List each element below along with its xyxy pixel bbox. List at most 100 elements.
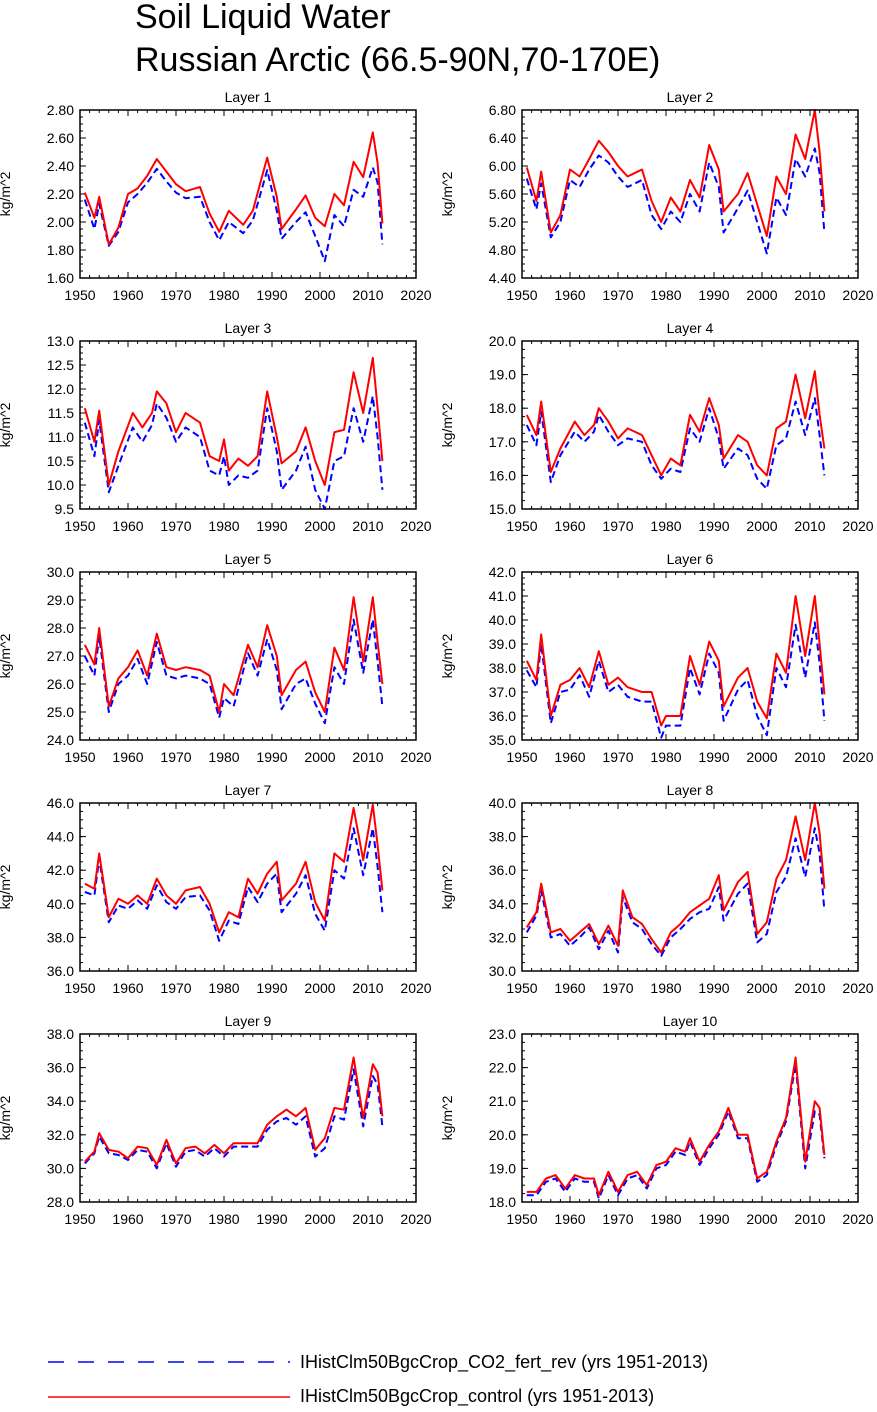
panel-title: Layer 6	[667, 551, 714, 567]
y-tick-label: 13.0	[47, 333, 74, 349]
legend-label-control: IHistClm50BgcCrop_control (yrs 1951-2013…	[300, 1386, 655, 1406]
panel-9: Layer 9 kg/m^2 28.0 30.0 32.0 34.0 36.0 38.0 195…	[0, 1013, 432, 1227]
panel-title: Layer 1	[225, 89, 272, 105]
x-tick-label: 1980	[650, 749, 681, 765]
x-tick-label: 1950	[64, 287, 95, 303]
y-tick-label: 20.0	[489, 333, 516, 349]
chart-title-line1: Soil Liquid Water	[135, 0, 391, 36]
series-control	[525, 595, 826, 727]
plot-frame	[79, 109, 417, 279]
x-tick-label: 2020	[400, 1211, 431, 1227]
y-tick-label: 19.0	[489, 367, 516, 383]
x-tick-label: 1970	[160, 749, 191, 765]
x-tick-label: 1980	[208, 518, 239, 534]
panel-3: Layer 3 kg/m^2 9.5 10.0 10.5 11.0 11.5 12.0 12.5…	[0, 320, 432, 534]
panel-title: Layer 10	[663, 1013, 718, 1029]
x-tick-label: 1970	[160, 1211, 191, 1227]
y-tick-label: 23.0	[489, 1026, 516, 1042]
x-tick-label: 2000	[746, 287, 777, 303]
y-tick-label: 18.0	[489, 400, 516, 416]
x-tick-label: 1990	[256, 518, 287, 534]
series-co2-fert-rev	[525, 147, 826, 255]
y-tick-label: 40.0	[47, 896, 74, 912]
y-tick-label: 9.5	[55, 501, 75, 517]
y-tick-label: 2.80	[47, 102, 74, 118]
y-tick-label: 20.0	[489, 1127, 516, 1143]
y-tick-label: 36.0	[489, 862, 516, 878]
x-tick-label: 1950	[64, 518, 95, 534]
y-tick-label: 4.80	[489, 242, 516, 258]
plot-frame	[521, 571, 859, 741]
x-tick-label: 2000	[746, 749, 777, 765]
x-tick-label: 1980	[650, 980, 681, 996]
y-axis-label: kg/m^2	[0, 1095, 13, 1140]
x-tick-label: 2020	[400, 287, 431, 303]
x-tick-label: 1950	[506, 980, 537, 996]
x-tick-label: 2010	[352, 749, 383, 765]
y-tick-label: 46.0	[47, 795, 74, 811]
y-tick-label: 38.0	[47, 1026, 74, 1042]
x-tick-label: 1970	[160, 980, 191, 996]
x-tick-label: 1980	[208, 980, 239, 996]
series-co2-fert-rev	[83, 618, 384, 725]
x-tick-label: 1990	[698, 1211, 729, 1227]
y-tick-label: 6.80	[489, 102, 516, 118]
y-tick-label: 21.0	[489, 1093, 516, 1109]
y-tick-label: 42.0	[489, 564, 516, 580]
x-tick-label: 1970	[602, 287, 633, 303]
panel-title: Layer 4	[667, 320, 714, 336]
panel-1: Layer 1 kg/m^2 1.60 1.80 2.00 2.20 2.40 2.60 2.8…	[0, 89, 432, 303]
x-tick-label: 1950	[506, 287, 537, 303]
y-tick-label: 11.5	[48, 405, 74, 421]
y-tick-label: 32.0	[47, 1127, 74, 1143]
x-tick-label: 1980	[208, 1211, 239, 1227]
y-axis-label: kg/m^2	[0, 864, 13, 909]
panel-title: Layer 7	[225, 782, 272, 798]
y-tick-label: 40.0	[489, 795, 516, 811]
y-tick-label: 1.80	[47, 242, 74, 258]
y-tick-label: 34.0	[489, 896, 516, 912]
y-tick-label: 30.0	[47, 564, 74, 580]
x-tick-label: 1960	[554, 749, 585, 765]
series-co2-fert-rev	[84, 1068, 384, 1170]
series-control	[83, 596, 384, 713]
x-tick-label: 2010	[352, 980, 383, 996]
y-tick-label: 35.0	[489, 732, 516, 748]
panel-title: Layer 8	[667, 782, 714, 798]
y-tick-label: 38.0	[489, 660, 516, 676]
series-control	[84, 1056, 384, 1166]
plot-frame	[521, 802, 859, 972]
plot-frame	[521, 109, 859, 279]
x-tick-label: 2000	[304, 1211, 335, 1227]
x-tick-label: 2020	[842, 1211, 873, 1227]
x-tick-label: 1950	[506, 1211, 537, 1227]
y-tick-label: 2.60	[47, 130, 74, 146]
y-tick-label: 27.0	[47, 648, 74, 664]
series-co2-fert-rev	[526, 1063, 826, 1200]
y-tick-label: 2.20	[47, 186, 74, 202]
y-tick-label: 26.0	[47, 676, 74, 692]
y-tick-label: 22.0	[489, 1060, 516, 1076]
y-tick-label: 30.0	[47, 1160, 74, 1176]
y-tick-label: 4.40	[489, 270, 516, 286]
plot-frame	[521, 1033, 859, 1203]
x-tick-label: 2020	[842, 980, 873, 996]
x-tick-label: 2000	[304, 980, 335, 996]
x-tick-label: 1960	[554, 518, 585, 534]
x-tick-label: 2000	[746, 518, 777, 534]
x-tick-label: 1980	[208, 287, 239, 303]
x-tick-label: 1970	[602, 518, 633, 534]
y-tick-label: 30.0	[489, 963, 516, 979]
y-tick-label: 11.0	[48, 429, 74, 445]
y-tick-label: 24.0	[47, 732, 74, 748]
x-tick-label: 2020	[842, 749, 873, 765]
y-tick-label: 41.0	[489, 588, 516, 604]
series-control	[83, 356, 384, 486]
y-axis-label: kg/m^2	[0, 402, 13, 447]
y-tick-label: 12.0	[47, 381, 74, 397]
y-axis-label: kg/m^2	[439, 633, 455, 678]
x-tick-label: 1990	[256, 1211, 287, 1227]
x-tick-label: 1950	[506, 749, 537, 765]
